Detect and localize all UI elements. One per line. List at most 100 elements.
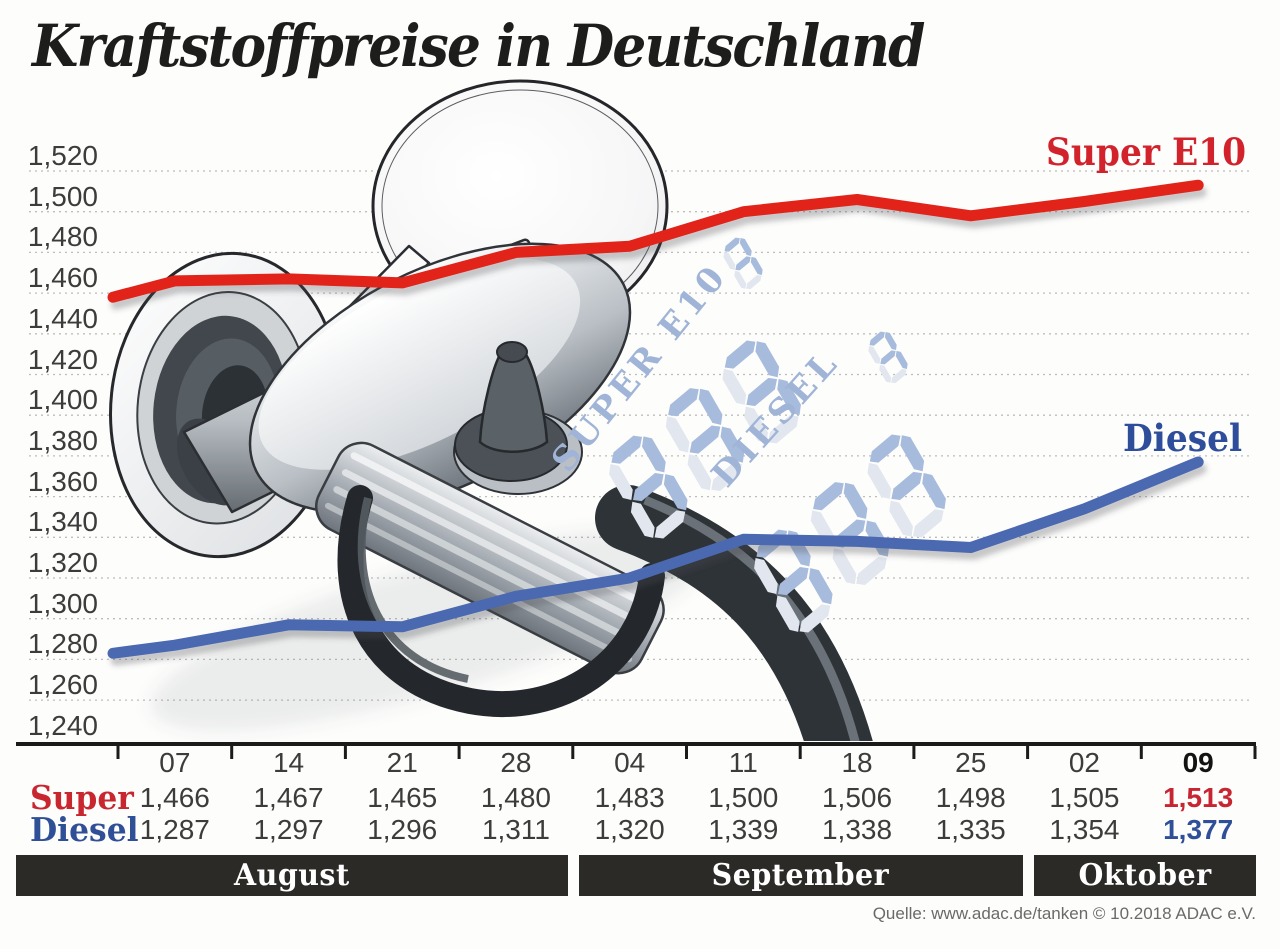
- x-axis-tick: [1253, 746, 1257, 759]
- diesel-value: 1,338: [821, 814, 893, 845]
- x-axis-tick: [457, 746, 461, 759]
- lcd-segment: [843, 482, 868, 519]
- y-axis-tick-label: 1,520: [27, 140, 98, 171]
- lcd-segment: [813, 482, 844, 511]
- lcd-segment: [744, 406, 768, 443]
- lcd-segment: [724, 237, 740, 252]
- price-line-super-e10: [107, 179, 1204, 303]
- month-band-oktober: Oktober: [1033, 855, 1256, 896]
- month-label: August: [234, 858, 350, 893]
- lcd-segment: [880, 350, 896, 365]
- diesel-value: 1,320: [594, 814, 665, 845]
- super-value: 1,467: [253, 782, 324, 813]
- super-value: 1,498: [935, 782, 1006, 813]
- data-lines: [107, 179, 1207, 666]
- y-axis-tick-label: 1,400: [27, 384, 98, 416]
- lcd-digit-row: [754, 331, 946, 633]
- lcd-segment: [869, 434, 901, 463]
- lcd-digit-row: [609, 237, 801, 539]
- x-axis-tick: [798, 746, 802, 759]
- date-label: 02: [1068, 747, 1101, 778]
- date-label: 11: [728, 747, 758, 778]
- x-axis-tick: [1139, 746, 1143, 759]
- lcd-segment: [642, 436, 666, 473]
- lcd-segment: [754, 557, 778, 595]
- lcd-segment: [723, 251, 736, 270]
- date-label: 18: [841, 747, 873, 778]
- lcd-digit: [665, 388, 745, 491]
- lcd-segment: [895, 350, 908, 369]
- lcd-segment: [884, 332, 897, 351]
- series-label-super-e10: Super E10: [1045, 130, 1246, 174]
- lcd-segment: [734, 270, 747, 289]
- date-label: 25: [955, 747, 987, 778]
- lcd-segment: [633, 473, 664, 502]
- series-label-diesel: Diesel: [1122, 416, 1242, 460]
- month-band-september: September: [578, 855, 1023, 896]
- super-value: 1,483: [594, 782, 665, 813]
- lcd-segment: [900, 435, 925, 472]
- lcd-segment: [654, 510, 686, 539]
- y-axis-tick-label: 1,240: [27, 709, 98, 741]
- lcd-segment: [720, 426, 745, 463]
- diesel-value: 1,311: [481, 814, 550, 845]
- lcd-segment: [891, 369, 907, 384]
- price-line-diesel: [107, 456, 1204, 659]
- lcd-segment: [832, 548, 857, 585]
- x-axis-tick: [685, 746, 688, 759]
- lcd-segment: [778, 567, 809, 596]
- lcd-segment: [724, 340, 756, 369]
- lcd-digit: [723, 237, 763, 290]
- lcd-segment: [869, 331, 885, 346]
- lcd-segment: [630, 501, 655, 538]
- lcd-segment: [891, 471, 923, 501]
- y-axis-tick-label: 1,440: [27, 302, 98, 334]
- super-value: 1,506: [821, 782, 893, 813]
- lcd-segment: [856, 556, 887, 585]
- x-axis-tick: [912, 746, 916, 759]
- lcd-segment: [879, 364, 892, 383]
- lcd-segment: [698, 388, 723, 425]
- x-axis-tick: [571, 746, 575, 759]
- x-axis-tick: [343, 746, 347, 759]
- lcd-segment: [735, 256, 751, 271]
- trigger-guard: [337, 485, 665, 718]
- line-shadow-super: [110, 186, 1207, 310]
- month-band-august: August: [16, 855, 568, 896]
- lcd-segment: [611, 435, 643, 464]
- x-axis: [16, 742, 1257, 759]
- super-value: 1,500: [708, 782, 779, 813]
- x-axis-tick: [116, 746, 120, 759]
- diesel-value: 1,339: [708, 814, 779, 845]
- lcd-segment: [767, 415, 799, 444]
- lcd-segment: [777, 379, 801, 416]
- month-label: September: [711, 858, 890, 893]
- lcd-segment: [687, 454, 712, 491]
- super-value: 1,505: [1049, 782, 1120, 813]
- y-axis-tick-label: 1,500: [27, 180, 98, 212]
- diesel-value: 1,287: [139, 814, 210, 845]
- lcd-segment: [775, 595, 800, 632]
- y-axis-tick-label: 1,300: [27, 587, 98, 619]
- lcd-digit: [867, 434, 946, 538]
- lcd-segment: [889, 500, 913, 537]
- date-label: 28: [500, 747, 532, 778]
- fuel-nozzle-illustration: [109, 79, 873, 741]
- lcd-segment: [711, 462, 742, 491]
- y-axis-tick-label: 1,260: [27, 669, 98, 701]
- y-axis-tick-label: 1,320: [27, 547, 98, 578]
- y-axis-tick-label: 1,420: [27, 343, 98, 375]
- lcd-segment: [922, 473, 946, 510]
- date-label: 04: [614, 747, 646, 778]
- super-value: 1,513: [1163, 782, 1234, 813]
- y-axis-tick-label: 1,280: [27, 628, 98, 660]
- diesel-value: 1,296: [367, 814, 438, 845]
- lcd-segment: [746, 275, 762, 290]
- date-label: 07: [159, 747, 191, 778]
- super-value: 1,466: [139, 782, 210, 813]
- lcd-segment: [609, 463, 633, 501]
- y-axis-tick-label: 1,480: [27, 221, 98, 253]
- y-axis-tick-label: 1,340: [27, 506, 98, 538]
